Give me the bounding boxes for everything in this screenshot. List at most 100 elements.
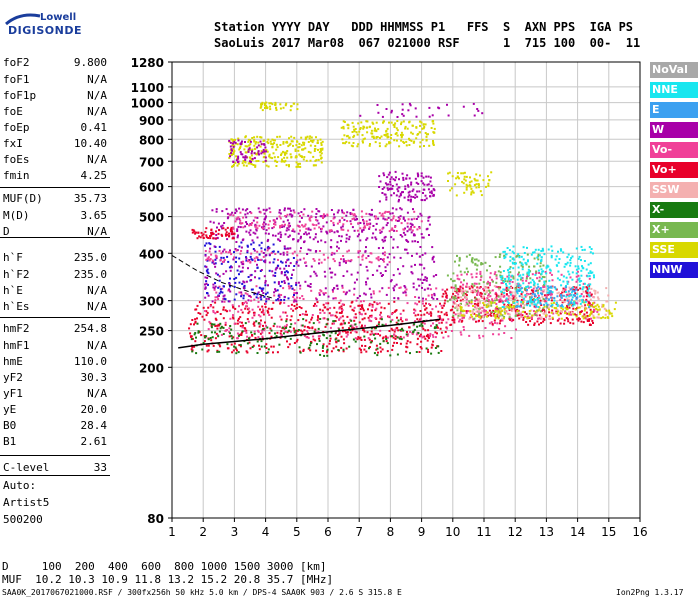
data-point-vominus [330,220,333,222]
data-point-ssw [605,287,608,290]
data-point-vominus [357,250,360,253]
data-point-voplus [222,306,225,309]
data-point-vominus [392,217,395,220]
data-point-sse [363,137,366,140]
data-point-xminus [405,333,408,336]
data-point-sse [470,313,473,316]
data-point-sse [316,141,319,144]
data-point-w [431,296,433,299]
data-point-xplus [494,299,497,302]
data-point-sse [596,308,599,311]
data-point-voplus [395,309,398,312]
data-point-vominus [593,308,595,311]
data-point-ssw [593,289,596,292]
data-point-voplus [361,305,364,308]
data-point-nne [582,286,585,289]
data-point-vominus [509,290,512,293]
data-point-e [575,288,578,291]
data-point-vominus [302,213,305,216]
data-point-w [253,249,256,252]
param-name: C-level [3,461,50,474]
data-point-vominus [460,281,463,284]
data-point-sse [403,141,406,144]
data-point-w [356,218,358,220]
data-point-nne [515,305,518,308]
data-point-nnw [240,241,243,244]
data-point-vominus [465,301,468,304]
data-point-nne [551,304,554,306]
data-point-sse [284,153,287,156]
data-point-w [278,296,281,299]
data-point-voplus [341,310,343,313]
data-point-w [282,253,285,256]
data-point-voplus [586,287,589,290]
data-point-w [230,152,233,155]
separator [0,455,110,456]
data-point-w [315,274,318,277]
data-point-w [410,181,413,184]
data-point-xplus [537,255,540,258]
data-point-vominus [383,254,386,257]
data-point-voplus [345,347,348,350]
data-point-nne [541,249,544,252]
autoscaler-name: Artist5 [3,496,50,509]
data-point-xplus [530,302,533,305]
y-tick-label: 800 [139,133,164,147]
data-point-w [209,220,212,223]
data-point-voplus [293,305,296,307]
data-point-nnw [222,256,225,259]
data-point-voplus [238,333,241,336]
data-point-sse [572,313,575,316]
data-point-vominus [515,328,517,331]
data-point-voplus [379,346,382,349]
data-point-w [410,225,413,228]
data-point-w [314,216,317,219]
data-point-vominus [352,217,355,220]
data-point-e [547,286,550,289]
data-point-vominus [438,322,441,325]
data-point-w [432,188,435,191]
data-point-voplus [423,335,426,338]
param-value: N/A [87,300,107,313]
data-point-nne [502,288,505,291]
data-point-nnw [214,282,216,285]
data-point-nne [548,279,551,282]
header-row2: SaoLuis 2017 Mar08 067 021000 RSF 1 715 … [214,36,641,50]
data-point-vominus [329,307,332,310]
data-point-nne [505,283,507,285]
data-point-xminus [218,350,221,353]
data-point-xminus [338,328,341,331]
data-point-w [246,249,249,252]
data-point-w [249,211,252,213]
data-point-ssw [514,293,517,296]
data-point-w [345,214,348,217]
param-name: MUF(D) [3,192,43,205]
data-point-vominus [446,327,448,330]
data-point-e [560,294,563,296]
data-point-nne [511,261,514,264]
data-point-sse [350,144,353,147]
data-point-voplus [191,228,194,231]
data-point-w [236,228,239,231]
data-point-w [395,283,398,286]
data-point-sse [582,317,585,320]
data-point-voplus [473,302,476,305]
data-point-nne [521,268,524,271]
data-point-vominus [233,256,236,259]
data-point-vominus [385,218,388,221]
data-point-xminus [274,332,276,335]
data-point-vominus [350,222,353,225]
data-point-ssw [464,289,467,292]
data-point-vominus [219,259,222,261]
data-point-nne [540,272,543,275]
data-point-sse [259,106,262,109]
data-point-voplus [248,310,251,313]
data-point-voplus [468,287,471,290]
data-point-vominus [286,213,289,216]
data-point-vominus [237,216,240,219]
data-point-vominus [228,309,231,312]
data-point-vominus [283,325,286,328]
data-point-sse [321,147,324,150]
data-point-sse [237,162,240,165]
data-point-nne [567,270,570,273]
